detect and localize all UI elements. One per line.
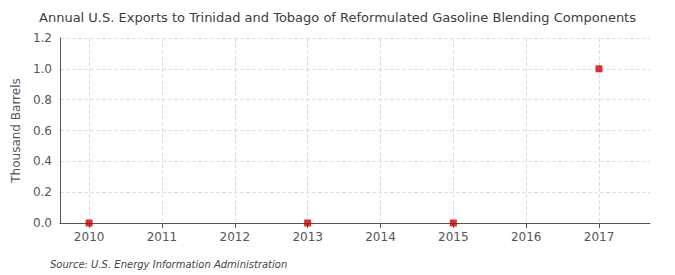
svg-text:2012: 2012	[220, 230, 251, 244]
svg-text:2017: 2017	[584, 230, 615, 244]
svg-text:1.0: 1.0	[33, 62, 52, 76]
svg-text:0.8: 0.8	[33, 93, 52, 107]
svg-text:2011: 2011	[147, 230, 178, 244]
svg-text:2010: 2010	[74, 230, 105, 244]
svg-text:Annual U.S. Exports to Trinida: Annual U.S. Exports to Trinidad and Toba…	[39, 10, 636, 25]
svg-text:1.2: 1.2	[33, 31, 52, 45]
svg-text:0.6: 0.6	[33, 124, 52, 138]
svg-text:Thousand Barrels: Thousand Barrels	[9, 78, 23, 183]
svg-text:Source: U.S. Energy Informatio: Source: U.S. Energy Information Administ…	[50, 259, 287, 270]
svg-text:0.0: 0.0	[33, 216, 52, 230]
svg-text:0.4: 0.4	[33, 154, 52, 168]
svg-text:2015: 2015	[438, 230, 469, 244]
svg-text:2013: 2013	[292, 230, 323, 244]
svg-text:0.2: 0.2	[33, 185, 52, 199]
svg-text:2016: 2016	[511, 230, 542, 244]
svg-text:2014: 2014	[365, 230, 396, 244]
